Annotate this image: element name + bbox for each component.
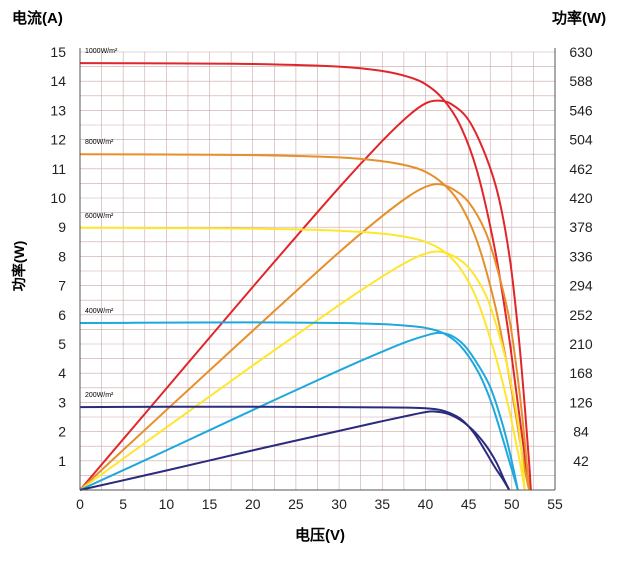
axis-layer	[79, 48, 556, 491]
y-tick-label: 1	[58, 453, 66, 469]
x-tick-label: 35	[374, 496, 390, 512]
y2-tick-label: 420	[569, 190, 593, 206]
y-tick-label: 14	[50, 73, 66, 89]
label-layer: 电流(A) 功率(W) 功率(W) 电压(V) 0 5 10 15 20 25 30 35 40…	[11, 9, 606, 544]
curve-layer	[79, 62, 532, 491]
current-curve-series-2	[79, 226, 526, 491]
y2-tick-label: 126	[569, 394, 593, 410]
series-label-series-1: 800W/m²	[85, 139, 114, 146]
y2-tick-label: 210	[569, 336, 593, 352]
y2-tick-label: 168	[569, 365, 593, 381]
y-tick-label: 15	[50, 44, 66, 60]
y2-tick-label: 630	[569, 44, 593, 60]
x-tick-label: 10	[159, 496, 175, 512]
x-tick-label: 30	[331, 496, 347, 512]
y2-tick-label: 504	[569, 132, 593, 148]
series-label-series-0: 1000W/m²	[85, 48, 118, 55]
current-curve-series-3	[79, 321, 519, 491]
side-y-label: 功率(W)	[11, 241, 27, 292]
y-tick-label: 3	[58, 394, 66, 410]
x-tick-label: 25	[288, 496, 304, 512]
y2-tick-label: 378	[569, 219, 593, 235]
x-tick-label: 20	[245, 496, 261, 512]
power-curve-series-2	[79, 250, 526, 491]
y2-tick-label: 462	[569, 161, 593, 177]
y2-tick-label: 294	[569, 278, 593, 294]
right-axis-title: 功率(W)	[552, 9, 606, 27]
power-curve-series-4	[79, 410, 511, 491]
y2-tick-label: 588	[569, 73, 593, 89]
x-tick-label: 55	[547, 496, 563, 512]
x-tick-label: 0	[76, 496, 84, 512]
series-label-series-4: 200W/m²	[85, 392, 114, 399]
series-label-series-3: 400W/m²	[85, 308, 114, 315]
series-label-series-2: 600W/m²	[85, 213, 114, 220]
y2-tick-label: 252	[569, 307, 593, 323]
power-curve-series-1	[79, 183, 531, 491]
y2-tick-label: 546	[569, 102, 593, 118]
y-tick-label: 9	[58, 219, 66, 235]
y-tick-label: 12	[50, 132, 66, 148]
x-tick-label: 40	[418, 496, 434, 512]
y2-tick-label: 84	[573, 424, 589, 440]
x-tick-label: 15	[202, 496, 218, 512]
y2-tick-label: 336	[569, 248, 593, 264]
y-tick-label: 13	[50, 102, 66, 118]
power-curve-series-3	[79, 331, 519, 491]
left-axis-title: 电流(A)	[12, 9, 63, 27]
x-tick-label: 50	[504, 496, 520, 512]
y-tick-label: 5	[58, 336, 66, 352]
x-tick-label: 45	[461, 496, 477, 512]
current-curve-series-4	[79, 405, 511, 491]
x-tick-label: 5	[119, 496, 127, 512]
current-curve-series-0	[79, 62, 532, 491]
y-tick-label: 10	[50, 190, 66, 206]
y-tick-label: 8	[58, 248, 66, 264]
y2-tick-label: 42	[573, 453, 589, 469]
y-tick-label: 6	[58, 307, 66, 323]
y-tick-label: 7	[58, 278, 66, 294]
x-axis-label: 电压(V)	[295, 526, 345, 544]
y-tick-label: 4	[58, 365, 66, 381]
y-tick-label: 11	[51, 161, 66, 177]
y-tick-label: 2	[58, 424, 66, 440]
